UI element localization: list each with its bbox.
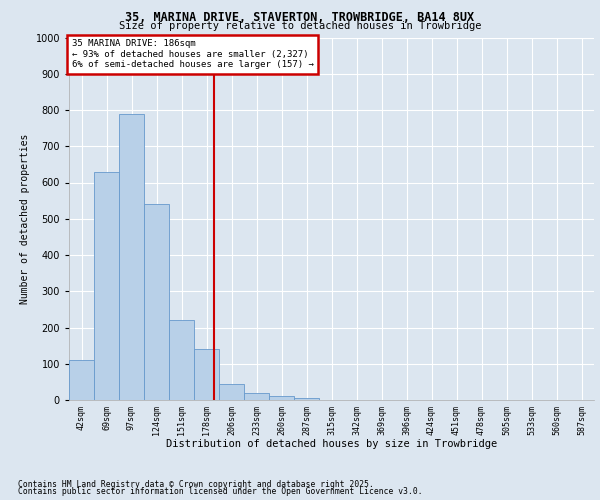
Bar <box>69 360 94 400</box>
X-axis label: Distribution of detached houses by size in Trowbridge: Distribution of detached houses by size … <box>166 439 497 449</box>
Bar <box>269 396 294 400</box>
Text: Contains public sector information licensed under the Open Government Licence v3: Contains public sector information licen… <box>18 487 422 496</box>
Bar <box>294 398 319 400</box>
Text: 35 MARINA DRIVE: 186sqm
← 93% of detached houses are smaller (2,327)
6% of semi-: 35 MARINA DRIVE: 186sqm ← 93% of detache… <box>71 40 314 69</box>
Bar <box>144 204 169 400</box>
Text: Contains HM Land Registry data © Crown copyright and database right 2025.: Contains HM Land Registry data © Crown c… <box>18 480 374 489</box>
Bar <box>94 172 119 400</box>
Bar <box>119 114 144 400</box>
Text: Size of property relative to detached houses in Trowbridge: Size of property relative to detached ho… <box>119 21 481 31</box>
Y-axis label: Number of detached properties: Number of detached properties <box>20 134 30 304</box>
Bar <box>219 384 244 400</box>
Bar <box>244 393 269 400</box>
Bar <box>194 349 219 400</box>
Text: 35, MARINA DRIVE, STAVERTON, TROWBRIDGE, BA14 8UX: 35, MARINA DRIVE, STAVERTON, TROWBRIDGE,… <box>125 11 475 24</box>
Bar <box>169 320 194 400</box>
